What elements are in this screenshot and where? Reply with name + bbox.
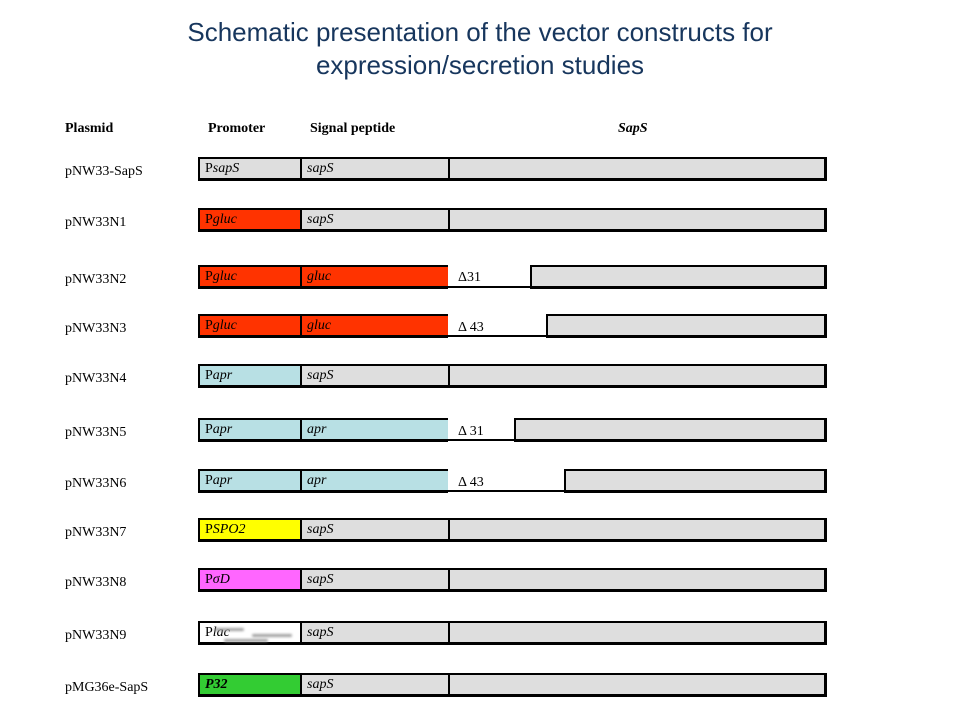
plasmid-label: pNW33N4	[65, 371, 127, 386]
deletion-label: Δ 43	[458, 475, 484, 490]
plasmid-label: pMG36e-SapS	[65, 680, 149, 695]
deletion-line	[448, 490, 566, 492]
deletion-line	[448, 335, 548, 337]
deletion-label: Δ 43	[458, 320, 484, 335]
saps-segment	[448, 157, 827, 181]
plasmid-label: pNW33N1	[65, 215, 127, 230]
signal-segment: sapS	[300, 673, 448, 697]
saps-segment	[448, 518, 827, 542]
signal-segment: sapS	[300, 157, 448, 181]
header-promoter: Promoter	[208, 121, 266, 136]
plasmid-label: pNW33N5	[65, 425, 127, 440]
signal-segment: sapS	[300, 518, 448, 542]
promoter-segment: PsapS	[198, 157, 300, 181]
signal-segment: gluc	[300, 314, 448, 338]
promoter-segment: Pgluc	[198, 265, 300, 289]
deletion-line	[448, 439, 516, 441]
signal-segment: apr	[300, 418, 448, 442]
signal-segment: sapS	[300, 364, 448, 388]
promoter-segment: Papr	[198, 418, 300, 442]
blur-mark	[252, 634, 292, 637]
signal-segment: apr	[300, 469, 448, 493]
deletion-line	[448, 286, 532, 288]
signal-segment: sapS	[300, 568, 448, 592]
signal-segment: sapS	[300, 621, 448, 645]
header-signal-peptide: Signal peptide	[310, 121, 396, 136]
slide-title: Schematic presentation of the vector con…	[0, 16, 960, 82]
promoter-segment: P32	[198, 673, 300, 697]
promoter-segment: PSPO2	[198, 518, 300, 542]
promoter-segment: PσD	[198, 568, 300, 592]
saps-segment	[564, 469, 827, 493]
saps-segment	[448, 208, 827, 232]
saps-segment	[448, 364, 827, 388]
signal-segment: sapS	[300, 208, 448, 232]
promoter-segment: Papr	[198, 364, 300, 388]
deletion-label: Δ 31	[458, 424, 484, 439]
saps-segment	[514, 418, 827, 442]
promoter-segment: Papr	[198, 469, 300, 493]
deletion-label: Δ31	[458, 270, 482, 285]
promoter-segment: Plac	[198, 621, 300, 645]
plasmid-label: pNW33N8	[65, 575, 127, 590]
promoter-segment: Pgluc	[198, 208, 300, 232]
plasmid-label: pNW33N3	[65, 321, 127, 336]
plasmid-label: pNW33N7	[65, 525, 127, 540]
plasmid-label: pNW33-SapS	[65, 164, 143, 179]
header-plasmid: Plasmid	[65, 121, 114, 136]
saps-segment	[546, 314, 827, 338]
signal-segment: gluc	[300, 265, 448, 289]
saps-segment	[448, 621, 827, 645]
promoter-segment: Pgluc	[198, 314, 300, 338]
header-gene: SapS	[618, 121, 648, 136]
blur-mark	[214, 628, 244, 631]
plasmid-label: pNW33N6	[65, 476, 127, 491]
title-line-1: Schematic presentation of the vector con…	[187, 17, 773, 47]
plasmid-label: pNW33N2	[65, 272, 127, 287]
blur-mark	[224, 639, 268, 642]
saps-segment	[448, 673, 827, 697]
title-line-2: expression/secretion studies	[315, 50, 645, 80]
saps-segment	[530, 265, 827, 289]
plasmid-label: pNW33N9	[65, 628, 127, 643]
saps-segment	[448, 568, 827, 592]
